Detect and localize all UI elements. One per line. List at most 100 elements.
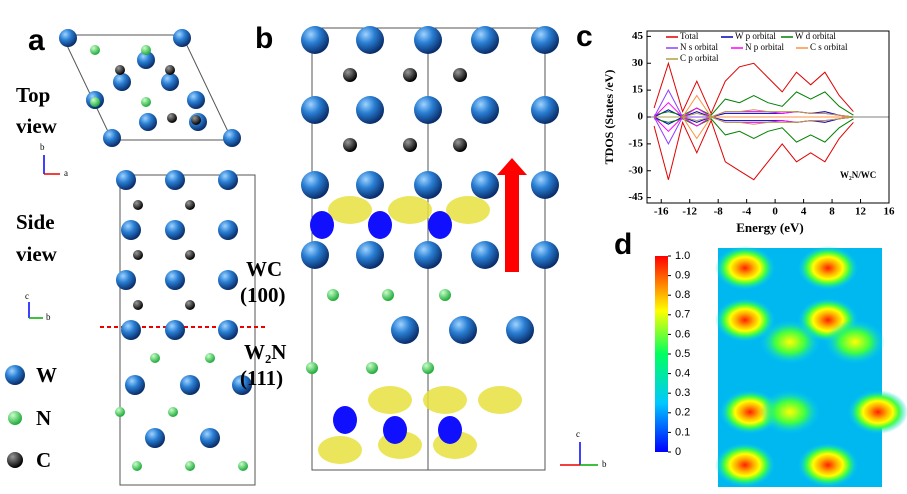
atom [391,316,419,344]
x-tick-label: 0 [772,206,778,218]
atom [116,270,136,290]
charge-lobe [478,386,522,414]
contour-blob [848,390,907,434]
charge-lobe [388,196,432,224]
colorbar-tick-label: 0 [675,446,681,458]
atom [185,461,195,471]
atom [132,461,142,471]
atom [422,362,434,374]
atom [366,362,378,374]
view-label: Side [16,210,55,234]
atom [173,29,191,47]
colorbar-tick-label: 1.0 [675,250,690,262]
colorbar-tick-label: 0.7 [675,309,690,321]
legend-label: N s orbital [680,42,718,52]
atom [301,171,329,199]
charge-lobe [438,416,462,444]
panel-label: a [28,24,45,57]
dos-line [653,118,854,143]
legend-label: C s orbital [810,42,848,52]
atom [414,241,442,269]
legend-label: N p orbital [745,42,784,52]
dos-line [654,116,854,140]
contour-blob [715,246,775,290]
y-tick-label: 30 [632,57,644,69]
atom [200,428,220,448]
legend-label: C [36,448,51,472]
x-tick-label: -8 [714,206,724,218]
atom [165,320,185,340]
side-cell [119,174,256,486]
atom [471,96,499,124]
atom [90,97,100,107]
contour-blob [798,443,858,487]
atom [343,68,357,82]
x-tick-label: -12 [682,206,697,218]
atom [301,241,329,269]
atom [453,68,467,82]
atom [531,241,559,269]
atom [141,45,151,55]
view-label: Top [16,83,50,107]
dos-line [653,109,854,118]
colorbar-tick-label: 0.5 [675,348,690,360]
atom [382,289,394,301]
x-tick-label: -16 [654,206,669,218]
atom [531,96,559,124]
charge-lobe [368,211,392,239]
charge-lobe [446,196,490,224]
panel-label: b [255,22,273,55]
atom [121,220,141,240]
charge-lobe [428,211,452,239]
atom [414,171,442,199]
atom [506,316,534,344]
contour-blob [760,320,820,364]
atom [165,270,185,290]
charge-lobe [328,196,372,224]
legend-label: Total [680,31,699,41]
atom [145,428,165,448]
atom [356,96,384,124]
charge-lobe [368,386,412,414]
atom [133,250,143,260]
y-tick-label: -15 [628,137,643,149]
dos-line [653,91,854,116]
atom [161,73,179,91]
atom [356,171,384,199]
atom [403,138,417,152]
charge-lobe [310,211,334,239]
contour-blob [798,246,858,290]
legend-atom [5,365,25,385]
atom [301,26,329,54]
charge-lobe [333,406,357,434]
legend-atom [8,411,22,425]
atom [165,170,185,190]
y-tick-label: 15 [632,84,644,96]
atom [59,29,77,47]
atom [223,129,241,147]
view-label: view [16,114,58,138]
atom [167,113,177,123]
legend-label: C p orbital [680,53,719,63]
atom [115,407,125,417]
atom [531,171,559,199]
charge-lobe [318,436,362,464]
atom [471,241,499,269]
atom [185,200,195,210]
colorbar-tick-label: 0.2 [675,407,690,419]
atom [471,26,499,54]
x-tick-label: 8 [829,206,835,218]
structure-drawings [59,26,907,487]
axis-label: a [64,168,68,178]
atom [191,115,201,125]
atom [403,68,417,82]
legend-label: N [36,406,51,430]
atom [218,270,238,290]
atom [471,171,499,199]
dos-line [653,116,854,125]
atom [185,300,195,310]
atom [125,375,145,395]
atom [301,96,329,124]
x-tick-label: 16 [884,206,896,218]
atom [90,45,100,55]
